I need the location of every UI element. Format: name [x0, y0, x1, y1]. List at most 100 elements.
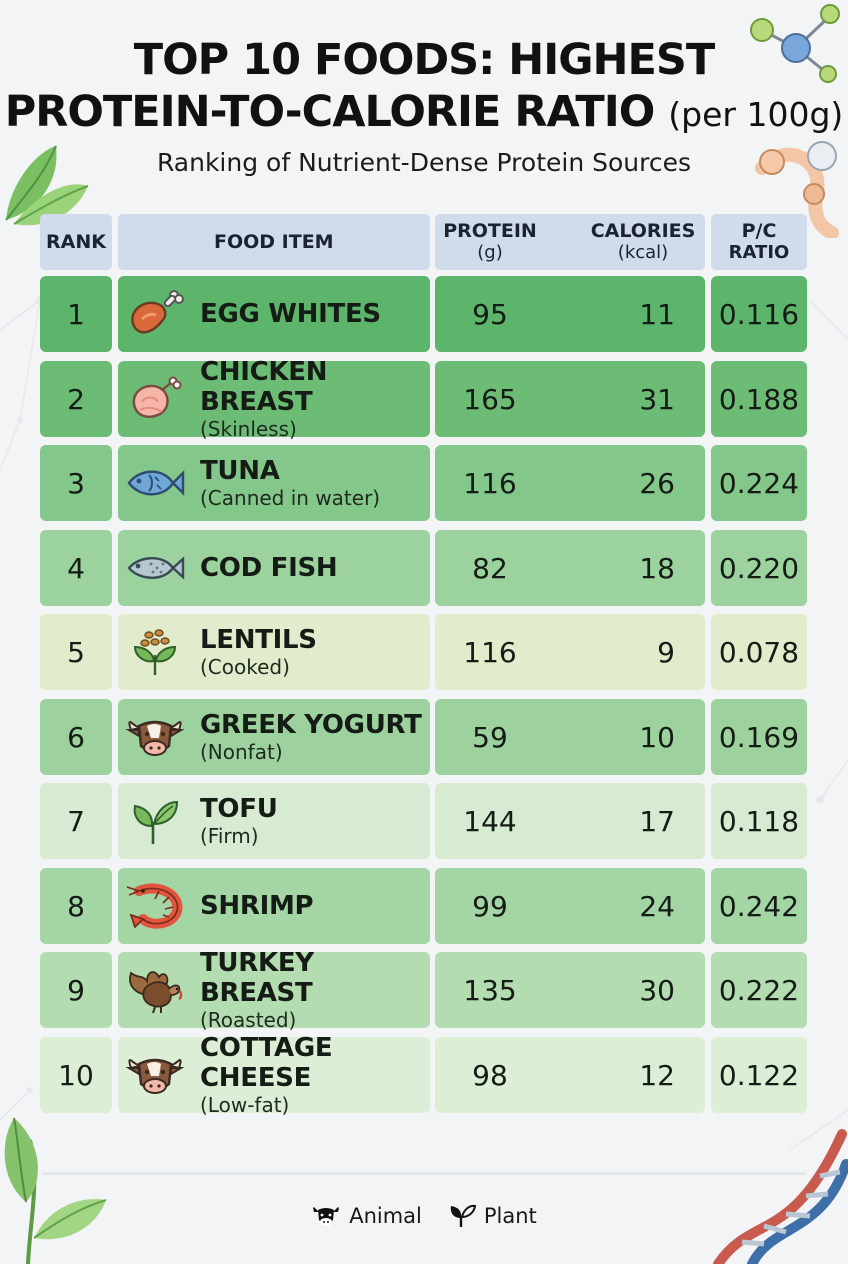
nutrient-cell: 98 12 — [435, 1037, 705, 1113]
legend-animal-label: Animal — [349, 1204, 422, 1228]
nutrient-cell: 82 18 — [435, 530, 705, 606]
rank-cell: 5 — [40, 614, 112, 690]
header-protein-label: PROTEIN — [443, 220, 537, 242]
plant-icon — [450, 1204, 476, 1227]
header-calories: CALORIES (kcal) — [583, 220, 703, 264]
calories-value: 18 — [639, 551, 675, 585]
protein-chain-icon — [755, 141, 839, 238]
legend-item-plant: Plant — [448, 1203, 537, 1229]
cod-icon — [124, 542, 186, 594]
rank-cell: 8 — [40, 868, 112, 944]
rank-cell: 9 — [40, 952, 112, 1028]
protein-value: 98 — [472, 1058, 508, 1092]
ratio-cell: 0.116 — [711, 276, 807, 352]
food-label: TUNA (Canned in water) — [200, 456, 380, 510]
ratio-cell: 0.118 — [711, 783, 807, 859]
calories-value: 9 — [657, 635, 675, 669]
header-ratio-line-1: P/C — [741, 220, 777, 242]
header-food-label: FOOD ITEM — [214, 231, 334, 253]
food-cell: COD FISH — [118, 530, 430, 606]
food-cell: LENTILS (Cooked) — [118, 614, 430, 690]
ratio-cell: 0.220 — [711, 530, 807, 606]
ratio-cell: 0.188 — [711, 361, 807, 437]
legend-plant-label: Plant — [483, 1204, 537, 1228]
ratio-cell: 0.222 — [711, 952, 807, 1028]
shrimp-icon — [124, 880, 186, 932]
rank-cell: 10 — [40, 1037, 112, 1113]
chart-subtitle: Ranking of Nutrient-Dense Protein Source… — [156, 148, 692, 177]
ratio-cell: 0.169 — [711, 699, 807, 775]
divider — [42, 1172, 806, 1175]
food-label: GREEK YOGURT (Nonfat) — [200, 710, 422, 764]
dna-icon — [713, 1129, 848, 1264]
fish-icon — [124, 457, 186, 509]
leaves-icon — [4, 1117, 107, 1264]
header-food: FOOD ITEM — [118, 214, 430, 270]
food-cell: SHRIMP — [118, 868, 430, 944]
ratio-value: 0.118 — [718, 804, 800, 838]
food-name: GREEK YOGURT — [200, 710, 422, 740]
protein-value: 135 — [463, 973, 517, 1007]
food-name: SHRIMP — [200, 891, 314, 921]
cow-icon — [124, 711, 186, 763]
food-label: LENTILS (Cooked) — [200, 625, 317, 679]
ratio-value: 0.169 — [718, 720, 800, 754]
food-cell: COTTAGE CHEESE (Low-fat) — [118, 1033, 430, 1117]
leaves-icon — [5, 145, 89, 226]
title-line-2-main: PROTEIN-TO-CALORIE RATIO — [4, 87, 656, 137]
header-numbers: PROTEIN (g) CALORIES (kcal) — [435, 214, 705, 270]
header-protein-unit: (g) — [477, 242, 503, 263]
food-note: (Firm) — [200, 824, 259, 848]
legend-item-animal: Animal — [311, 1203, 422, 1229]
nutrient-cell: 144 17 — [435, 783, 705, 859]
protein-value: 95 — [472, 297, 508, 331]
rank-cell: 2 — [40, 361, 112, 437]
nutrient-cell: 95 11 — [435, 276, 705, 352]
rank-cell: 7 — [40, 783, 112, 859]
protein-value: 99 — [472, 889, 508, 923]
cow-icon — [124, 1049, 186, 1101]
food-name: LENTILS — [200, 625, 317, 655]
food-label: COD FISH — [200, 553, 338, 583]
calories-value: 10 — [639, 720, 675, 754]
nutrient-cell: 99 24 — [435, 868, 705, 944]
protein-value: 116 — [463, 466, 517, 500]
rank-value: 6 — [67, 720, 85, 754]
rank-value: 4 — [67, 551, 85, 585]
food-note: (Low-fat) — [200, 1093, 290, 1117]
ratio-value: 0.188 — [718, 382, 800, 416]
protein-value: 59 — [472, 720, 508, 754]
ratio-cell: 0.122 — [711, 1037, 807, 1113]
calories-value: 17 — [639, 804, 675, 838]
header-calories-unit: (kcal) — [617, 242, 669, 263]
header-rank-label: RANK — [46, 231, 106, 253]
rank-value: 3 — [67, 466, 85, 500]
calories-value: 30 — [639, 973, 675, 1007]
food-name: TURKEY BREAST — [200, 948, 314, 1008]
food-label: EGG WHITES — [200, 299, 381, 329]
header-rank: RANK — [40, 214, 112, 270]
food-note: (Skinless) — [200, 417, 297, 441]
calories-value: 11 — [639, 297, 675, 331]
rank-value: 8 — [67, 889, 85, 923]
header-ratio: P/C RATIO — [711, 214, 807, 270]
leaf-icon — [124, 795, 186, 847]
chart-title: TOP 10 FOODS: HIGHEST PROTEIN-TO-CALORIE… — [0, 34, 848, 141]
food-cell: EGG WHITES — [118, 276, 430, 352]
food-name: TOFU — [200, 794, 278, 824]
food-name: TUNA — [200, 456, 280, 486]
nutrient-cell: 59 10 — [435, 699, 705, 775]
ratio-cell: 0.242 — [711, 868, 807, 944]
rank-value: 1 — [67, 297, 85, 331]
food-note: (Cooked) — [200, 655, 290, 679]
protein-value: 116 — [463, 635, 517, 669]
protein-value: 82 — [472, 551, 508, 585]
rank-value: 7 — [67, 804, 85, 838]
food-name: COTTAGE CHEESE — [200, 1033, 333, 1093]
nutrient-cell: 135 30 — [435, 952, 705, 1028]
food-cell: GREEK YOGURT (Nonfat) — [118, 699, 430, 775]
calories-value: 24 — [639, 889, 675, 923]
food-label: TOFU (Firm) — [200, 794, 278, 848]
rank-cell: 6 — [40, 699, 112, 775]
protein-value: 165 — [463, 382, 517, 416]
